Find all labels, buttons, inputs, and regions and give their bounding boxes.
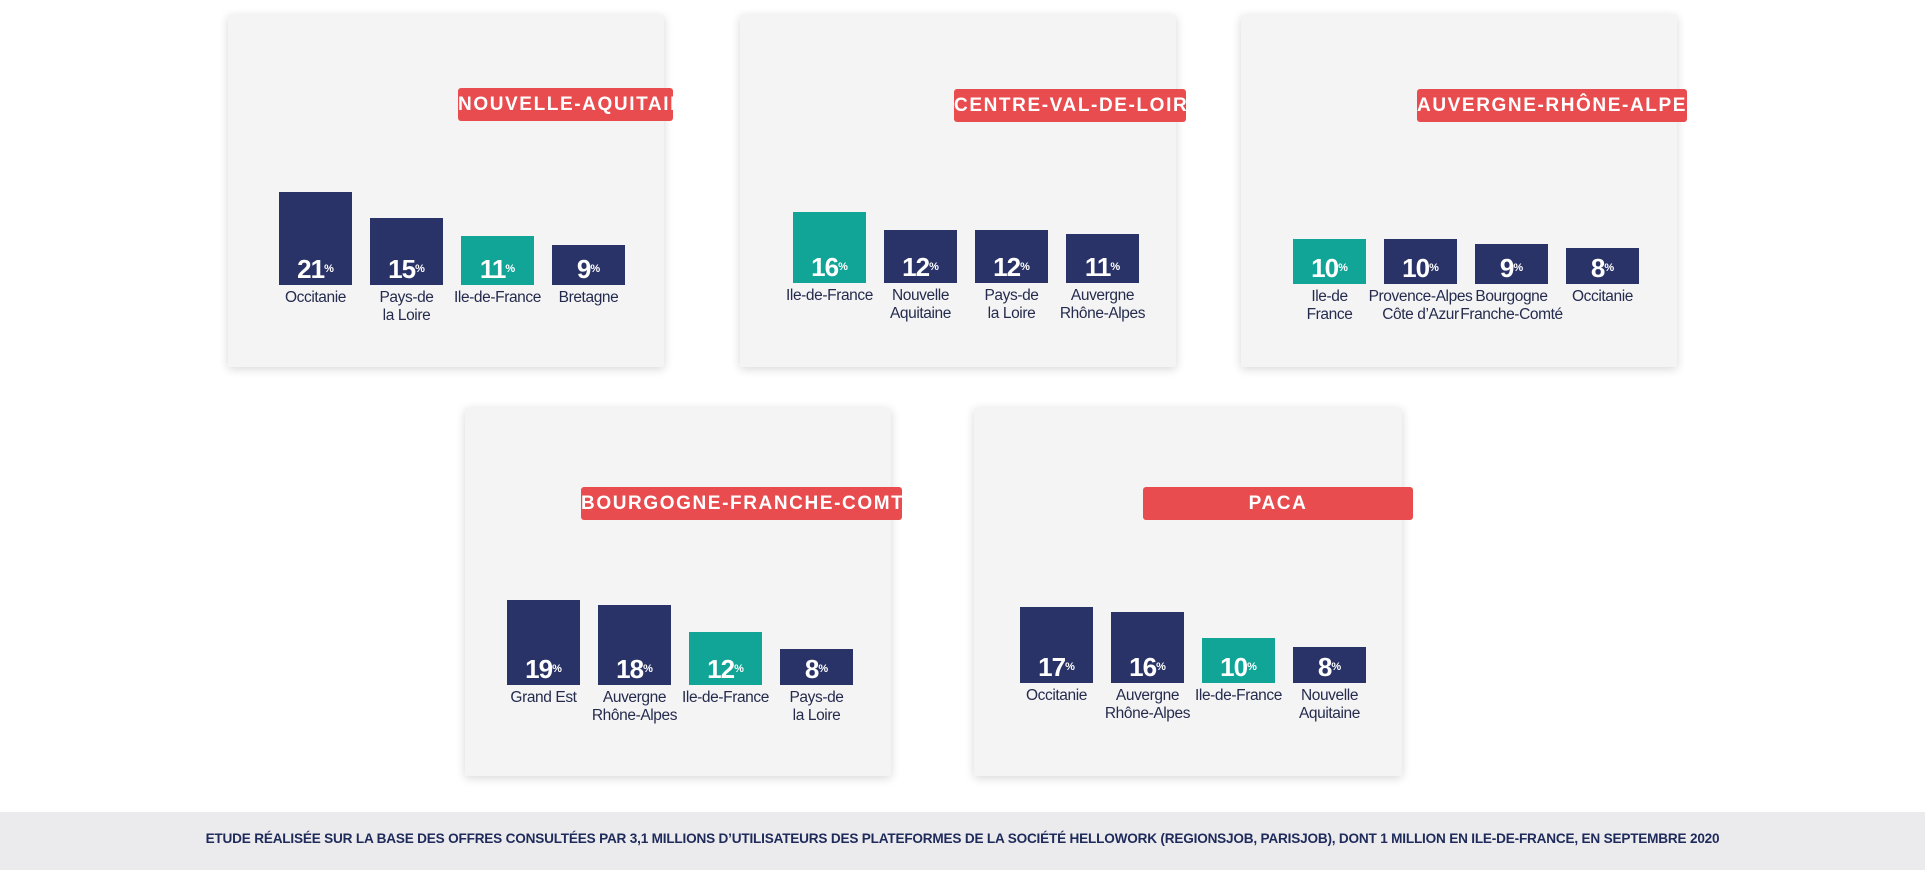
bar-value-label: 12% [993,252,1030,282]
percent-sign: % [734,663,744,675]
bar: 8% [1566,248,1639,284]
chart-title-badge: BOURGOGNE-FRANCHE-COMTÉ [581,487,917,520]
percent-sign: % [838,261,848,273]
bar: 16% [793,212,866,283]
bar: 12% [689,632,762,685]
bar: 18% [598,605,671,685]
category-label: Bourgogne Franche-Comté [1460,288,1563,323]
bar-value-label: 19% [525,654,562,684]
category-label: Auvergne Rhône-Alpes [1059,287,1146,322]
bar-value-label: 8% [1590,253,1615,283]
category-label: Pays-de la Loire [379,289,434,324]
category-label: Grand Est [510,689,577,706]
percent-sign: % [929,261,939,273]
bar: 8% [780,649,853,685]
chart-title-badge: AUVERGNE-RHÔNE-ALPES [1417,89,1700,122]
category-label: Ile-de France [1306,288,1353,323]
category-label: Occitanie [284,289,346,306]
category-label: Bretagne [558,289,619,306]
percent-sign: % [1156,661,1166,673]
percent-sign: % [590,263,601,275]
bar: 12% [884,230,957,283]
percent-sign: % [505,263,516,275]
bar-value-label: 17% [1038,652,1075,682]
percent-sign: % [1604,262,1615,274]
category-label: Nouvelle Aquitaine [1298,687,1361,722]
chart-panel [974,408,1402,776]
chart-panel [465,408,891,776]
category-label: Pays-de la Loire [984,287,1039,322]
percent-sign: % [552,663,562,675]
bar-value-label: 12% [707,654,744,684]
bar-value-label: 10% [1402,253,1439,283]
bar: 19% [507,600,580,685]
footer-text: ETUDE RÉALISÉE SUR LA BASE DES OFFRES CO… [205,831,1720,846]
chart-panel [1241,15,1677,367]
bar-value-label: 8% [1317,652,1342,682]
bar-value-label: 15% [388,254,425,284]
category-label: Ile-de-France [682,689,769,706]
bar: 9% [552,245,625,285]
chart-title-badge: PACA [1143,487,1413,520]
bar-value-label: 16% [811,252,848,282]
percent-sign: % [324,263,334,275]
percent-sign: % [643,663,653,675]
category-label: Ile-de-France [786,287,873,304]
bar: 15% [370,218,443,285]
percent-sign: % [1110,261,1121,273]
category-label: Ile-de-France [454,289,541,306]
bar: 10% [1384,239,1457,284]
footer-note: ETUDE RÉALISÉE SUR LA BASE DES OFFRES CO… [0,812,1925,870]
percent-sign: % [1020,261,1030,273]
category-label: Occitanie [1571,288,1633,305]
bar-value-label: 10% [1311,253,1348,283]
bar-value-label: 8% [804,654,829,684]
bar: 17% [1020,607,1093,683]
bar: 8% [1293,647,1366,683]
bar: 12% [975,230,1048,283]
chart-panel [228,15,664,367]
percent-sign: % [1331,661,1342,673]
category-label: Auvergne Rhône-Alpes [1104,687,1191,722]
bar: 10% [1202,638,1275,683]
bar: 11% [1066,234,1139,283]
bar-value-label: 16% [1129,652,1166,682]
chart-title-badge: NOUVELLE-AQUITAINE [458,88,698,121]
bar-value-label: 12% [902,252,939,282]
percent-sign: % [415,263,425,275]
percent-sign: % [1513,262,1524,274]
bar: 10% [1293,239,1366,284]
bar: 11% [461,236,534,285]
bar-value-label: 18% [616,654,653,684]
bar-value-label: 10% [1220,652,1257,682]
percent-sign: % [1429,262,1439,274]
percent-sign: % [818,663,829,675]
category-label: Pays-de la Loire [789,689,844,724]
category-label: Nouvelle Aquitaine [889,287,952,322]
bar: 21% [279,192,352,285]
percent-sign: % [1338,262,1348,274]
bar-value-label: 11% [1084,252,1121,282]
bar: 16% [1111,612,1184,683]
bar-value-label: 9% [1499,253,1524,283]
percent-sign: % [1247,661,1257,673]
category-label: Auvergne Rhône-Alpes [591,689,678,724]
bar: 9% [1475,244,1548,284]
category-label: Provence-Alpes Côte d’Azur [1368,288,1473,323]
chart-title-badge: CENTRE-VAL-DE-LOIRE [954,89,1201,122]
bar-value-label: 9% [576,254,601,284]
bar-value-label: 21% [297,254,334,284]
category-label: Ile-de-France [1195,687,1282,704]
percent-sign: % [1065,661,1075,673]
category-label: Occitanie [1025,687,1087,704]
chart-panel [740,15,1176,367]
charts-grid: NOUVELLE-AQUITAINE 21% Occitanie 15% Pays-de… [228,15,1700,776]
bar-value-label: 11% [479,254,516,284]
